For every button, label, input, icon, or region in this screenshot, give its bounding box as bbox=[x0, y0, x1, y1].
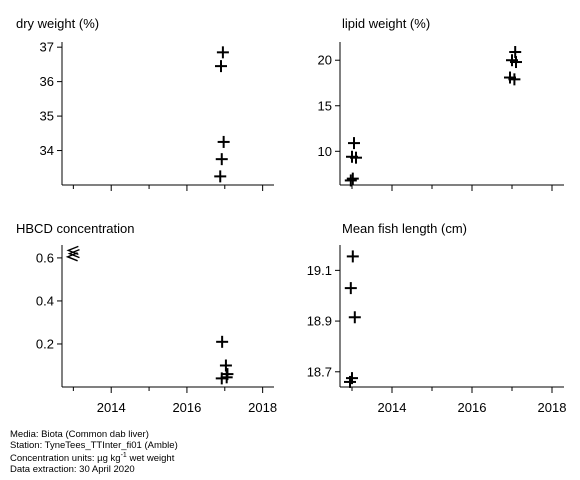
data-point bbox=[508, 73, 521, 86]
data-point bbox=[504, 71, 516, 84]
y-tick-label: 0.4 bbox=[36, 293, 54, 308]
data-point bbox=[215, 153, 228, 166]
data-point bbox=[348, 137, 360, 150]
data-point bbox=[216, 335, 229, 348]
panel-dry-weight: dry weight (%) 34 35 36 37 bbox=[16, 16, 274, 191]
y-tick-label: 36 bbox=[40, 74, 54, 89]
y-tick-label: 18.7 bbox=[307, 364, 332, 379]
panel-title: dry weight (%) bbox=[16, 16, 99, 31]
panel-title: Mean fish length (cm) bbox=[342, 221, 467, 236]
data-point bbox=[214, 170, 227, 183]
y-tick-label: 37 bbox=[40, 40, 54, 55]
y-tick-label: 0.2 bbox=[36, 336, 54, 351]
y-tick-label: 0.6 bbox=[36, 250, 54, 265]
data-point bbox=[220, 371, 233, 384]
y-tick-label: 19.1 bbox=[307, 263, 332, 278]
x-tick-label: 2014 bbox=[97, 400, 126, 415]
less-than-point bbox=[67, 248, 80, 259]
data-point bbox=[348, 311, 361, 324]
panel-mean-fish-length: Mean fish length (cm) 18.7 18.9 19.1 2014 201… bbox=[307, 221, 567, 415]
less-than-point bbox=[66, 245, 79, 256]
data-point bbox=[346, 250, 359, 263]
y-tick-label: 34 bbox=[40, 143, 54, 158]
data-point bbox=[350, 151, 362, 164]
data-point bbox=[215, 60, 227, 73]
footer-units-prefix: Concentration units: µg kg bbox=[10, 453, 121, 465]
panel-hbcd-concentration: HBCD concentration 0.2 0.4 0.6 2014 2016 2018 bbox=[16, 221, 277, 415]
panel-title: lipid weight (%) bbox=[342, 16, 430, 31]
x-tick-label: 2018 bbox=[538, 400, 567, 415]
x-tick-label: 2018 bbox=[248, 400, 277, 415]
footer-units: Concentration units: µg kg-1 wet weight bbox=[10, 451, 178, 465]
y-tick-label: 35 bbox=[40, 109, 54, 124]
panel-lipid-weight: lipid weight (%) 10 15 20 bbox=[318, 16, 564, 191]
data-point bbox=[219, 359, 232, 372]
x-tick-label: 2016 bbox=[172, 400, 201, 415]
data-point bbox=[344, 375, 356, 388]
y-tick-label: 15 bbox=[318, 98, 332, 113]
footer-extraction: Data extraction: 30 April 2020 bbox=[10, 463, 135, 475]
footer-media: Media: Biota (Common dab liver) bbox=[10, 429, 149, 440]
y-tick-label: 20 bbox=[318, 53, 332, 68]
chart-footer-notes: Media: Biota (Common dab liver) Station:… bbox=[10, 429, 178, 475]
data-point bbox=[217, 135, 230, 148]
data-point bbox=[344, 282, 357, 295]
data-point bbox=[346, 172, 359, 185]
data-point bbox=[509, 46, 522, 59]
x-tick-label: 2016 bbox=[458, 400, 487, 415]
panel-title: HBCD concentration bbox=[16, 221, 135, 236]
data-point bbox=[510, 56, 522, 69]
footer-units-exponent: -1 bbox=[120, 452, 127, 459]
less-than-point bbox=[65, 252, 78, 262]
footer-station: Station: TyneTees_TTInter_fi01 (Amble) bbox=[10, 439, 178, 451]
data-point bbox=[215, 372, 228, 385]
x-tick-label: 2014 bbox=[378, 400, 407, 415]
y-tick-label: 18.9 bbox=[307, 314, 332, 329]
y-tick-label: 10 bbox=[318, 144, 332, 159]
data-point bbox=[216, 46, 229, 59]
data-point bbox=[344, 174, 357, 187]
footer-units-suffix: wet weight bbox=[126, 453, 175, 465]
